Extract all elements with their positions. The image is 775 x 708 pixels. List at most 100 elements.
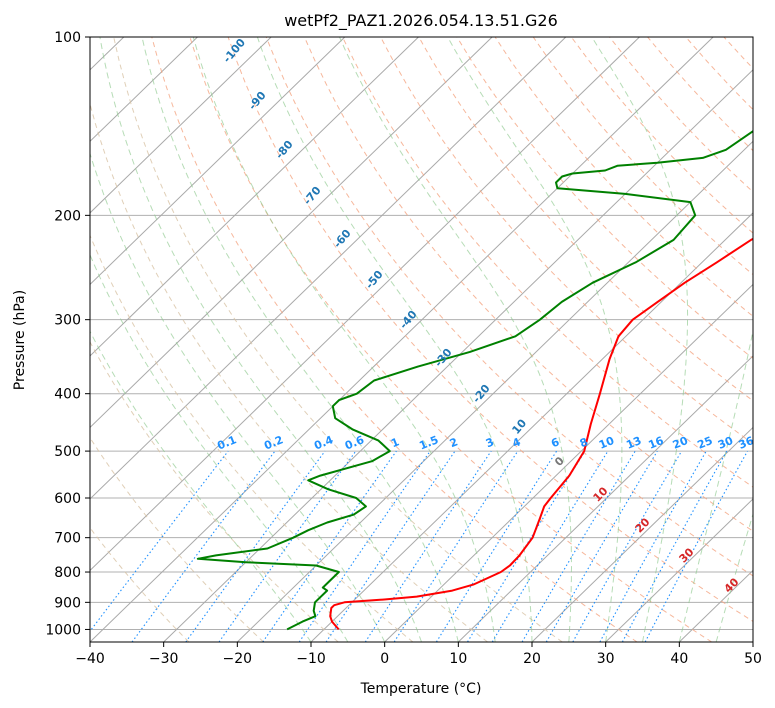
y-axis-label: Pressure (hPa) bbox=[12, 290, 28, 390]
x-tick-label: 50 bbox=[744, 651, 762, 667]
dry-adiabat bbox=[532, 37, 753, 276]
moist-adiabat bbox=[339, 37, 572, 642]
moist-adiabat bbox=[256, 37, 533, 642]
profile-series bbox=[196, 129, 753, 631]
dry-adiabat bbox=[90, 340, 339, 642]
y-tick-label: 200 bbox=[54, 208, 81, 224]
isotherm bbox=[752, 641, 753, 642]
y-tick-label: 1000 bbox=[45, 622, 81, 638]
dry-adiabat bbox=[90, 526, 190, 642]
dry-adiabat bbox=[265, 37, 753, 577]
moist-adiabat-label: -60 bbox=[331, 227, 354, 251]
temperature-profile-line bbox=[329, 237, 753, 631]
x-tick-label: −30 bbox=[149, 651, 179, 667]
mixing-ratio-line bbox=[545, 450, 658, 642]
y-tick-label: 300 bbox=[54, 313, 81, 329]
moist-adiabat-label: -100 bbox=[220, 36, 248, 66]
dry-adiabat bbox=[647, 37, 753, 152]
moist-adiabat bbox=[90, 151, 386, 642]
dry-adiabat bbox=[342, 37, 753, 488]
mixing-ratio-label: 16 bbox=[646, 434, 665, 452]
mixing-ratio-line bbox=[218, 450, 357, 642]
mixing-ratio-line bbox=[521, 450, 636, 642]
dry-adiabat-label: 20 bbox=[633, 515, 653, 535]
mixing-ratio-line bbox=[364, 450, 492, 642]
isotherm bbox=[90, 37, 272, 214]
mixing-ratio-label: 36 bbox=[737, 434, 756, 452]
isotherm bbox=[90, 37, 714, 642]
mixing-ratio-line bbox=[185, 450, 326, 642]
y-tick-label: 900 bbox=[54, 595, 81, 611]
isotherm bbox=[90, 37, 567, 500]
dry-adiabat bbox=[380, 37, 753, 445]
dry-adiabat bbox=[303, 37, 753, 532]
plot-frame bbox=[89, 36, 754, 643]
dry-adiabat bbox=[227, 37, 753, 622]
mixing-ratio-label: 8 bbox=[578, 435, 590, 450]
x-tick-label: −10 bbox=[296, 651, 326, 667]
moist-adiabat bbox=[447, 37, 623, 642]
isotherm bbox=[90, 37, 493, 429]
mixing-ratio-label: 10 bbox=[597, 434, 616, 452]
y-tick-label: 400 bbox=[54, 387, 81, 403]
dewpoint-profile-line bbox=[196, 129, 753, 631]
moist-adiabat-label: 10 bbox=[509, 416, 529, 436]
isotherm bbox=[310, 212, 753, 642]
x-tick-label: 10 bbox=[449, 651, 467, 667]
moist-adiabat-label: -90 bbox=[246, 89, 269, 113]
mixing-ratio-label: 13 bbox=[624, 434, 643, 452]
line-labels: 0.1 0.2 0.4 0.6 1 1.5 2 3 4 6 8 10 13 16 20 25 30 3601020… bbox=[215, 36, 756, 596]
isotherm bbox=[90, 37, 640, 572]
moist-adiabat-label: -80 bbox=[273, 138, 296, 162]
mixing-ratio-label: 20 bbox=[671, 434, 690, 452]
mixing-ratio-line bbox=[599, 450, 707, 642]
x-tick-label: 40 bbox=[670, 651, 688, 667]
isotherm bbox=[384, 283, 753, 642]
moist-adiabat bbox=[90, 253, 349, 642]
mixing-ratio-label: 0.4 bbox=[312, 433, 335, 452]
mixing-ratio-line bbox=[262, 450, 397, 642]
mixing-ratio-line bbox=[325, 450, 456, 642]
mixing-ratio-line bbox=[491, 450, 609, 642]
dry-adiabat bbox=[189, 37, 712, 642]
dry-adiabat bbox=[762, 37, 775, 642]
y-tick-label: 700 bbox=[54, 531, 81, 547]
moist-adiabat-label: -20 bbox=[470, 382, 493, 406]
mixing-ratio-line bbox=[467, 450, 586, 642]
gridlines bbox=[90, 37, 753, 642]
isotherm bbox=[90, 37, 198, 143]
isotherm bbox=[605, 498, 753, 642]
isotherm bbox=[457, 355, 753, 642]
mixing-ratio-label: 0.6 bbox=[343, 433, 366, 452]
y-tick-label: 500 bbox=[54, 444, 81, 460]
mixing-ratio-label: 30 bbox=[716, 434, 735, 452]
dry-adiabat bbox=[723, 37, 753, 70]
isotherm bbox=[236, 140, 753, 642]
x-tick-label: 30 bbox=[597, 651, 615, 667]
moist-adiabat bbox=[715, 512, 753, 642]
dry-adiabat bbox=[418, 37, 753, 402]
mixing-ratio-line bbox=[644, 450, 748, 642]
dry-adiabat-label: 10 bbox=[591, 484, 611, 504]
dry-adiabat bbox=[494, 37, 753, 317]
mixing-ratio-line bbox=[393, 450, 519, 642]
y-tick-label: 100 bbox=[54, 30, 81, 46]
x-tick-label: 0 bbox=[380, 651, 389, 667]
mixing-ratio-label: 25 bbox=[695, 434, 714, 452]
moist-adiabat bbox=[192, 37, 496, 642]
mixing-ratio-line bbox=[572, 450, 683, 642]
mixing-ratio-label: 0.1 bbox=[215, 433, 238, 452]
isotherm bbox=[90, 37, 346, 286]
moist-adiabat bbox=[591, 37, 689, 642]
moist-adiabat bbox=[141, 37, 459, 642]
mixing-ratio-label: 1 bbox=[389, 435, 401, 450]
y-tick-label: 800 bbox=[54, 565, 81, 581]
mixing-ratio-line bbox=[131, 450, 276, 642]
isotherm bbox=[163, 69, 753, 642]
axis-ticks: −40 −30 −20 −10 0 10 20 30 40 50 1000 900 800 700 600 5… bbox=[45, 30, 762, 667]
moist-adiabat bbox=[99, 37, 422, 642]
x-tick-label: −20 bbox=[223, 651, 253, 667]
isotherm bbox=[531, 426, 753, 642]
